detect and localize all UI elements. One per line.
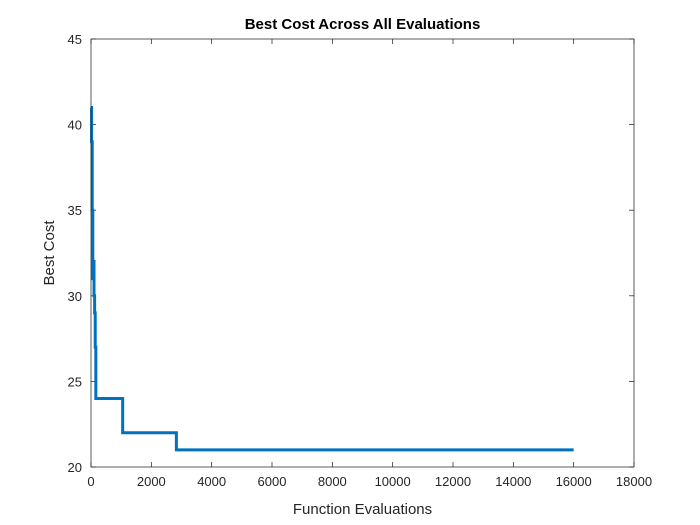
chart-title: Best Cost Across All Evaluations — [245, 16, 481, 33]
y-tick-label: 45 — [68, 32, 82, 47]
x-tick-label: 6000 — [258, 474, 287, 489]
y-tick-label: 30 — [68, 289, 82, 304]
x-tick-label: 12000 — [435, 474, 471, 489]
x-axis-label: Function Evaluations — [293, 501, 432, 518]
x-tick-label: 14000 — [495, 474, 531, 489]
y-axis-label: Best Cost — [41, 220, 58, 286]
plot-box — [90, 38, 635, 468]
x-tick-labels: 0 2000 4000 6000 8000 10000 12000 14000 16000 180… — [87, 474, 652, 489]
x-tick-label: 16000 — [556, 474, 592, 489]
y-tick-label: 25 — [68, 374, 82, 389]
y-tick-labels: 20 25 30 35 40 45 — [68, 32, 82, 475]
x-tick-label: 10000 — [375, 474, 411, 489]
x-tick-label: 2000 — [137, 474, 166, 489]
x-tick-label: 0 — [87, 474, 94, 489]
y-tick-label: 35 — [68, 203, 82, 218]
series-line — [90, 105, 574, 452]
plot-area — [91, 39, 634, 467]
x-tick-label: 8000 — [318, 474, 347, 489]
y-tick-label: 40 — [68, 118, 82, 133]
x-tick-label: 4000 — [197, 474, 226, 489]
x-tick-label: 18000 — [616, 474, 652, 489]
series-layer — [90, 105, 574, 452]
y-tick-label: 20 — [68, 460, 82, 475]
